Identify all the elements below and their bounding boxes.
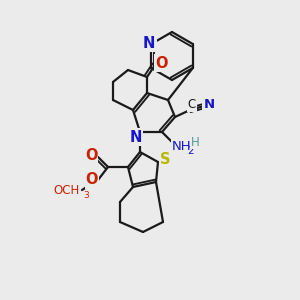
Text: NH: NH [172, 140, 192, 154]
Text: N: N [143, 35, 155, 50]
Text: O: O [86, 172, 98, 188]
Text: N: N [130, 130, 142, 145]
Text: H: H [190, 136, 200, 148]
Text: 2: 2 [188, 146, 194, 156]
Text: 3: 3 [83, 190, 89, 200]
Text: N: N [203, 98, 214, 112]
Text: C: C [188, 98, 196, 112]
Text: OCH: OCH [54, 184, 80, 197]
Text: O: O [155, 56, 167, 70]
Text: O: O [85, 148, 97, 163]
Text: S: S [160, 152, 170, 167]
